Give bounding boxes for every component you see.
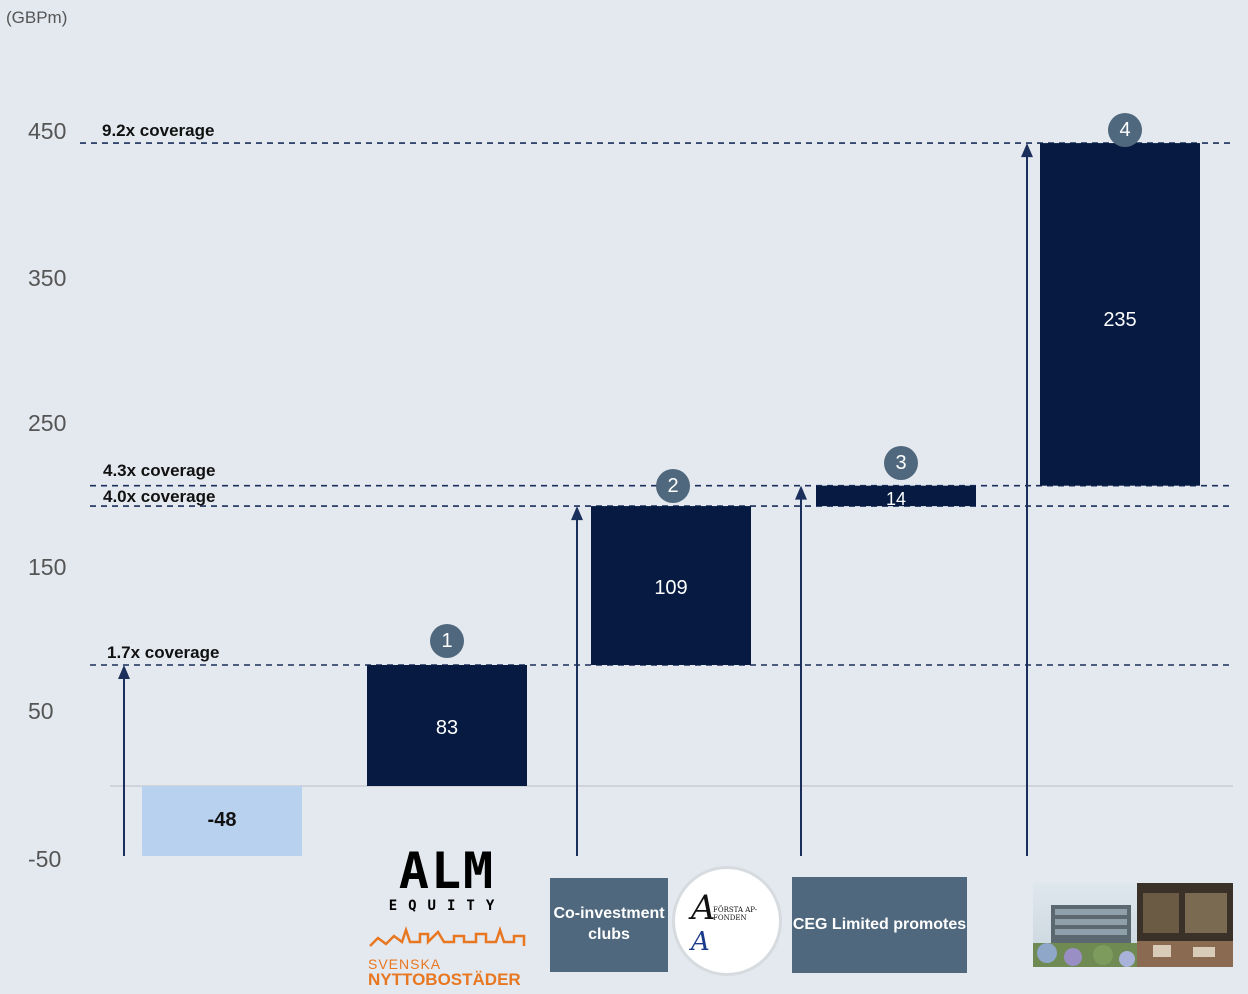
ap-fonden-text: FÖRSTA AP-FONDEN [713, 906, 757, 922]
bar-label-2: 109 [654, 577, 688, 599]
unit-label: (GBPm) [6, 8, 68, 27]
forsta-ap-fonden-logo: A FÖRSTA AP-FONDEN A [672, 866, 782, 976]
arrow-head-0 [118, 665, 130, 679]
nyttobostader-text: NYTTOBOSTÄDER [368, 970, 521, 989]
bar-label-0: -48 [207, 809, 237, 831]
alm-equity-logo: ALM EQUITY [372, 846, 522, 914]
y-tick-350: 350 [28, 265, 67, 291]
coverage-label-9-2x: 9.2x coverage [102, 121, 215, 140]
y-tick-150: 150 [28, 554, 67, 580]
svenska-nyttobostader-logo: SVENSKA NYTTOBOSTÄDER [368, 924, 536, 988]
bar-label-1: 83 [435, 717, 459, 739]
property-photo-image [1033, 883, 1233, 967]
y-tick-250: 250 [28, 410, 67, 436]
svenska-text: SVENSKA [368, 956, 442, 972]
alm-logo-word: ALM [398, 842, 496, 900]
skyline-icon [369, 926, 526, 947]
co-investment-clubs-tile: Co-investment clubs [550, 878, 668, 972]
coverage-label-4-3x: 4.3x coverage [103, 461, 216, 480]
y-tick-50: 50 [28, 698, 54, 724]
alm-logo-equity: EQUITY [388, 898, 506, 914]
bar-3 [816, 485, 976, 507]
step-badge-3: 3 [884, 446, 918, 480]
step-badge-2: 2 [656, 469, 690, 503]
y-tick-450: 450 [28, 118, 67, 144]
arrow-head-2 [795, 485, 807, 500]
coverage-label-4-0x: 4.0x coverage [103, 487, 216, 506]
ap-fonden-mark: A [691, 888, 716, 928]
bar-label-3: 14 [885, 489, 907, 509]
bar-label-4: 235 [1103, 309, 1137, 331]
ceg-limited-promotes-tile: CEG Limited promotes [792, 877, 967, 973]
step-badge-4: 4 [1108, 113, 1142, 147]
y-tick-neg50: -50 [28, 846, 62, 872]
ap-second-mark: A [691, 927, 710, 957]
arrow-head-3 [1021, 143, 1033, 158]
step-badge-1: 1 [430, 624, 464, 658]
bar-1 [367, 665, 527, 786]
property-photo [1033, 883, 1233, 967]
bar-2 [591, 506, 751, 665]
arrow-head-1 [571, 506, 583, 521]
bar-0 [142, 786, 302, 856]
coverage-label-1-7x: 1.7x coverage [107, 643, 220, 662]
bar-4 [1040, 143, 1200, 486]
